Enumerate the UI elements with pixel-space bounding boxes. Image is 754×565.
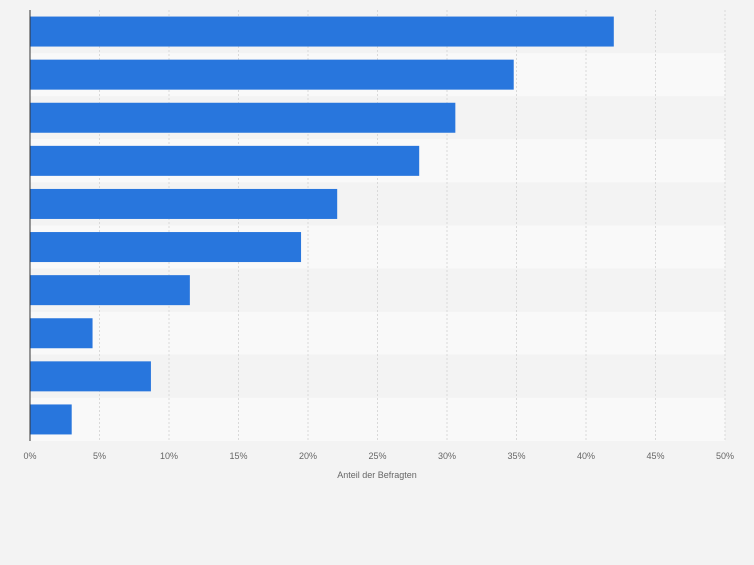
bar[interactable] [30,275,190,306]
bar[interactable] [30,232,302,263]
bar[interactable] [30,16,614,47]
bar[interactable] [30,102,456,133]
x-tick-label: 40% [577,451,595,461]
bars [30,16,614,435]
x-axis-label: Anteil der Befragten [337,470,417,480]
bar[interactable] [30,318,93,349]
x-tick-label: 50% [716,451,734,461]
x-tick-label: 10% [160,451,178,461]
bar[interactable] [30,145,420,176]
x-tick-label: 5% [93,451,106,461]
bar[interactable] [30,404,72,435]
bar[interactable] [30,188,338,219]
x-tick-label: 45% [646,451,664,461]
bar[interactable] [30,59,514,90]
x-tick-label: 0% [23,451,36,461]
x-tick-label: 25% [368,451,386,461]
x-tick-label: 30% [438,451,456,461]
x-tick-label: 15% [229,451,247,461]
x-tick-label: 35% [507,451,525,461]
x-tick-labels: 0% 5% 10% 15% 20% 25% 30% 35% 40% 45% 50% [23,451,734,461]
bar[interactable] [30,361,151,392]
x-tick-label: 20% [299,451,317,461]
